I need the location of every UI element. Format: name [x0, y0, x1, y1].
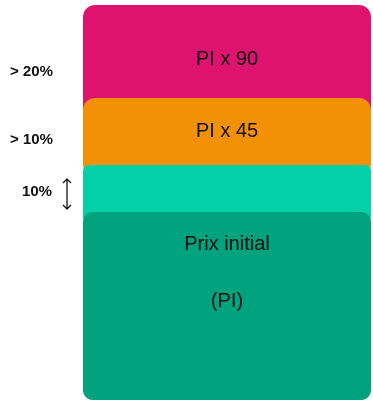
threshold-above-10-label: > 10%	[10, 131, 53, 148]
double-arrow-icon	[62, 178, 72, 210]
tier-pi-x90-label: PI x 90	[195, 48, 259, 70]
initial-price-label: Prix initial	[184, 233, 270, 255]
tier-initial-price-block	[83, 212, 371, 400]
threshold-above-20-label: > 20%	[10, 63, 53, 80]
initial-price-abbrev-label: (PI)	[210, 290, 244, 312]
tier-pi-x45-block	[83, 98, 371, 176]
threshold-10-label: 10%	[22, 183, 53, 200]
tier-pi-x45-label: PI x 45	[195, 120, 259, 142]
